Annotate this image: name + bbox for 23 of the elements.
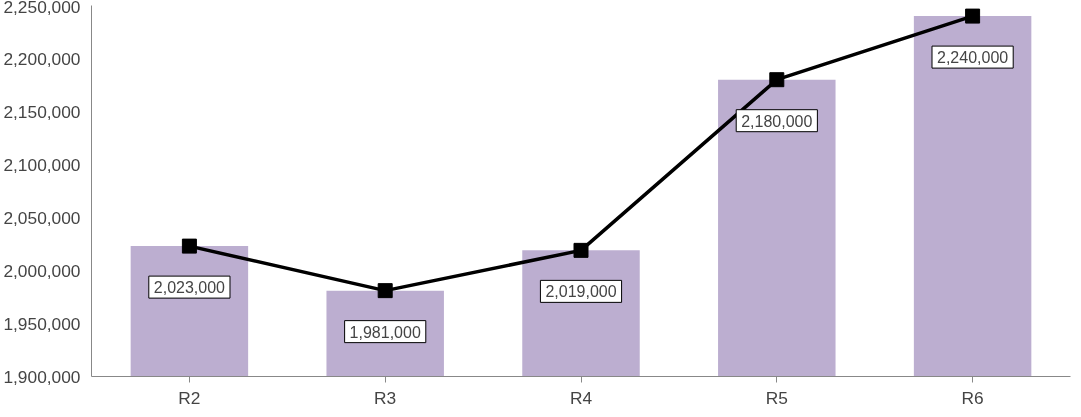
data-label: 2,180,000 bbox=[741, 112, 813, 130]
x-tick-label: R4 bbox=[569, 387, 593, 408]
point bbox=[377, 283, 393, 299]
y-tick-label: 1,950,000 bbox=[3, 313, 81, 334]
point bbox=[769, 72, 785, 88]
x-tick-label: R3 bbox=[374, 387, 397, 408]
point bbox=[965, 8, 981, 24]
y-tick-label: 2,200,000 bbox=[3, 48, 81, 69]
x-tick-label: R2 bbox=[178, 387, 201, 408]
data-label: 2,023,000 bbox=[153, 279, 226, 297]
point bbox=[573, 242, 589, 258]
y-tick-label: 2,000,000 bbox=[3, 260, 81, 281]
data-label: 2,240,000 bbox=[937, 49, 1009, 67]
y-tick-label: 2,250,000 bbox=[3, 0, 81, 17]
point bbox=[181, 238, 197, 254]
y-tick-label: 1,900,000 bbox=[3, 366, 81, 387]
x-tick-label: R5 bbox=[765, 387, 788, 408]
y-tick-label: 2,100,000 bbox=[3, 154, 81, 175]
y-tick-label: 2,050,000 bbox=[3, 207, 81, 228]
data-label: 1,981,000 bbox=[349, 323, 421, 341]
data-label: 2,019,000 bbox=[545, 283, 617, 301]
y-tick-label: 2,150,000 bbox=[3, 101, 81, 122]
x-tick-label: R6 bbox=[961, 387, 984, 408]
